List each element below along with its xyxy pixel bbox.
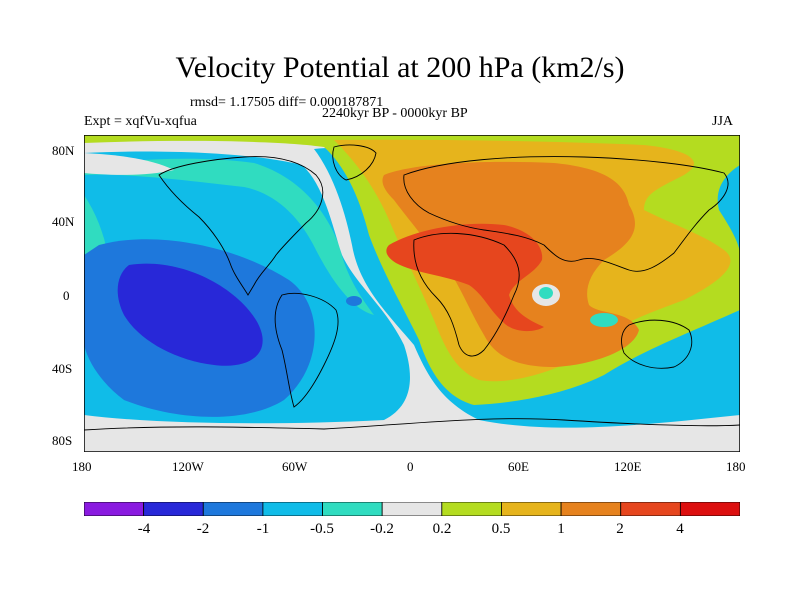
colorbar-swatch — [322, 502, 383, 516]
colorbar-swatch — [381, 502, 443, 516]
coast-australia — [621, 319, 693, 369]
lon-label-60w: 60W — [282, 459, 308, 474]
stats-line: rmsd= 1.17505 diff= 0.000187871 — [190, 95, 384, 110]
lat-label-80s: 80S — [52, 433, 73, 448]
coast-antarctica — [84, 418, 740, 431]
lon-label-0: 0 — [407, 459, 414, 474]
lat-label-80n: 80N — [52, 143, 75, 158]
lon-label-120e: 120E — [614, 459, 642, 474]
velocity-potential-map — [84, 135, 740, 452]
field-grey-band — [84, 135, 740, 452]
colorbar-label: 1 — [557, 521, 565, 537]
field-red-orange — [386, 223, 544, 332]
coast-greenland — [332, 144, 377, 181]
colorbar-swatch — [441, 502, 502, 516]
colorbar-swatch — [501, 502, 562, 516]
colorbar-swatch — [84, 502, 145, 516]
colorbar-label: 0.5 — [491, 521, 511, 537]
field-teal-spot-india — [539, 287, 553, 299]
colorbar-swatch — [143, 502, 204, 516]
lon-label-180e: 180 — [726, 459, 746, 474]
lat-label-40n: 40N — [52, 214, 75, 229]
coast-south-america — [274, 292, 339, 408]
experiment-label: Expt = xqfVu-xqfua — [84, 114, 197, 129]
coast-africa — [413, 232, 520, 357]
colorbar-swatch — [262, 502, 323, 516]
field-grey-nw — [84, 153, 174, 175]
period-label: 2240kyr BP - 0000kyr BP — [322, 106, 468, 121]
colorbar-label: 4 — [676, 521, 684, 537]
colorbar-swatch — [679, 502, 740, 516]
coastlines — [84, 144, 740, 431]
lat-label-40s: 40S — [52, 361, 73, 376]
coast-eurasia — [403, 156, 729, 272]
field-dark-blue — [117, 263, 263, 366]
colorbar-label: -1 — [256, 521, 270, 537]
lon-label-120w: 120W — [172, 459, 204, 474]
colorbar-label: 2 — [616, 521, 624, 537]
map-panel — [84, 135, 740, 452]
colorbar — [84, 502, 740, 516]
colorbar-swatch — [202, 502, 264, 516]
field-teal-west — [84, 158, 374, 315]
colorbar-label: -4 — [137, 521, 151, 537]
map-title: Velocity Potential at 200 hPa (km2/s) — [175, 51, 625, 84]
field-teal-spot-indian-ocean — [590, 313, 618, 327]
colorbar-label: 0.2 — [432, 521, 452, 537]
colorbar-label: -2 — [196, 521, 210, 537]
lat-label-0: 0 — [63, 288, 70, 303]
season-label: JJA — [712, 114, 734, 129]
lon-label-180w: 180 — [72, 459, 92, 474]
colorbar-label: -0.2 — [370, 521, 394, 537]
lon-label-60e: 60E — [508, 459, 529, 474]
colorbar-label: -0.5 — [310, 521, 334, 537]
field-blue-spot-atlantic — [346, 296, 362, 306]
coast-north-america — [158, 156, 324, 296]
colorbar-swatch — [560, 502, 622, 516]
colorbar-swatch — [620, 502, 681, 516]
